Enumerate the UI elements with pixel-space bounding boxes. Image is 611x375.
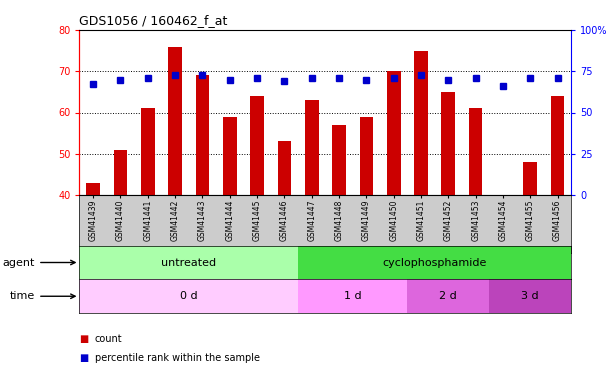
Text: ■: ■ [79, 353, 89, 363]
Bar [251, 96, 264, 195]
Text: 0 d: 0 d [180, 291, 197, 301]
Text: time: time [10, 291, 75, 301]
Bar [408, 279, 489, 313]
Bar [387, 71, 400, 195]
Bar [524, 162, 537, 195]
Text: cyclophosphamide: cyclophosphamide [382, 258, 487, 267]
Bar [359, 117, 373, 195]
Bar [196, 75, 209, 195]
Text: ■: ■ [79, 334, 89, 344]
Bar [277, 141, 291, 195]
Text: 2 d: 2 d [439, 291, 457, 301]
Text: 3 d: 3 d [521, 291, 539, 301]
Bar [79, 246, 298, 279]
Bar [332, 125, 346, 195]
Text: 1 d: 1 d [344, 291, 362, 301]
Bar [469, 108, 483, 195]
Bar [551, 96, 565, 195]
Bar [141, 108, 155, 195]
Text: untreated: untreated [161, 258, 216, 267]
Bar [414, 51, 428, 195]
Bar [223, 117, 236, 195]
Bar [168, 46, 182, 195]
Text: percentile rank within the sample: percentile rank within the sample [95, 353, 260, 363]
Bar [298, 246, 571, 279]
Bar [86, 183, 100, 195]
Text: agent: agent [3, 258, 75, 267]
Bar [79, 279, 298, 313]
Bar [305, 100, 318, 195]
Bar [114, 150, 127, 195]
Bar [489, 279, 571, 313]
Bar [298, 279, 408, 313]
Text: GDS1056 / 160462_f_at: GDS1056 / 160462_f_at [79, 15, 228, 27]
Text: count: count [95, 334, 122, 344]
Bar [442, 92, 455, 195]
